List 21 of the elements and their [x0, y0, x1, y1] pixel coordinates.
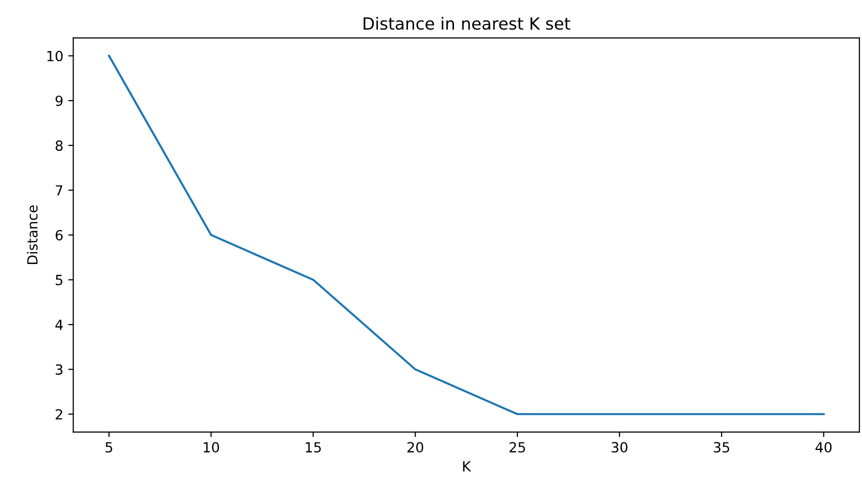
- x-tick-label: 5: [106, 442, 112, 453]
- y-tick-label: 6: [56, 230, 63, 240]
- y-tick-label: 8: [56, 140, 63, 151]
- x-axis-title: K: [463, 461, 472, 472]
- y-tick-label: 7: [56, 185, 62, 196]
- line-series: [108, 54, 825, 416]
- y-tick-label: 3: [56, 364, 62, 375]
- y-axis-title: Distance: [26, 205, 38, 264]
- x-tick-label: 20: [407, 442, 424, 453]
- y-tick-label: 2: [56, 409, 62, 420]
- y-tick-label: 5: [56, 274, 62, 286]
- x-tick-label: 25: [510, 442, 526, 453]
- y-tick-label: 9: [56, 96, 63, 106]
- y-tick-label: 4: [55, 320, 63, 330]
- x-tick-label: 35: [714, 442, 730, 453]
- chart-title: Distance in nearest K set: [364, 16, 570, 30]
- y-tick-label: 10: [47, 50, 63, 62]
- x-tick-label: 15: [306, 442, 321, 453]
- x-tick-label: 10: [204, 442, 220, 453]
- x-tick-label: 30: [612, 442, 628, 453]
- x-tick-label: 40: [816, 442, 832, 453]
